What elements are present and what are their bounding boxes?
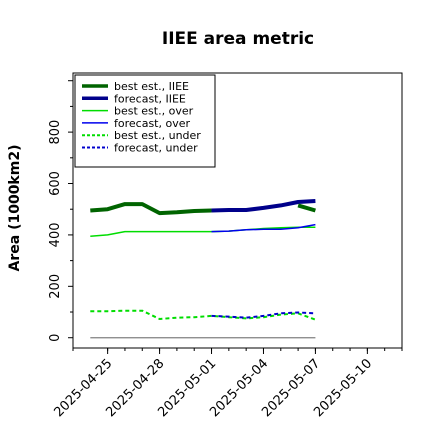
y-tick-label: 800 <box>48 120 63 145</box>
y-tick-label: 200 <box>48 274 63 299</box>
series-line-forecast-over <box>211 223 316 233</box>
y-tick-label: 400 <box>48 223 63 248</box>
y-tick-label: 600 <box>48 171 63 196</box>
legend-label-forecast-iiee: forecast, IIEE <box>114 92 186 105</box>
legend-box <box>74 74 216 168</box>
y-tick-label: 0 <box>48 334 63 342</box>
legend-label-forecast-over: forecast, over <box>114 117 190 130</box>
chart-title: IIEE area metric <box>162 29 314 49</box>
series-layer <box>90 199 316 339</box>
series-line-best-est-iiee <box>90 202 212 216</box>
series-line-forecast-iiee <box>211 199 316 213</box>
plot-frame <box>72 72 403 349</box>
legend-label-best-est-under: best est., under <box>114 129 201 142</box>
legend-label-best-est-over: best est., over <box>114 105 194 118</box>
series-line-best-est-over <box>90 226 316 237</box>
series-line-forecast-under <box>211 311 316 319</box>
legend-label-forecast-under: forecast, under <box>114 142 198 155</box>
legend-label-best-est-iiee: best est., IIEE <box>114 80 189 93</box>
y-axis-label: Area (1000km2) <box>7 145 23 272</box>
series-line-segment-6 <box>297 203 316 213</box>
series-line-best-est-under <box>90 309 316 321</box>
